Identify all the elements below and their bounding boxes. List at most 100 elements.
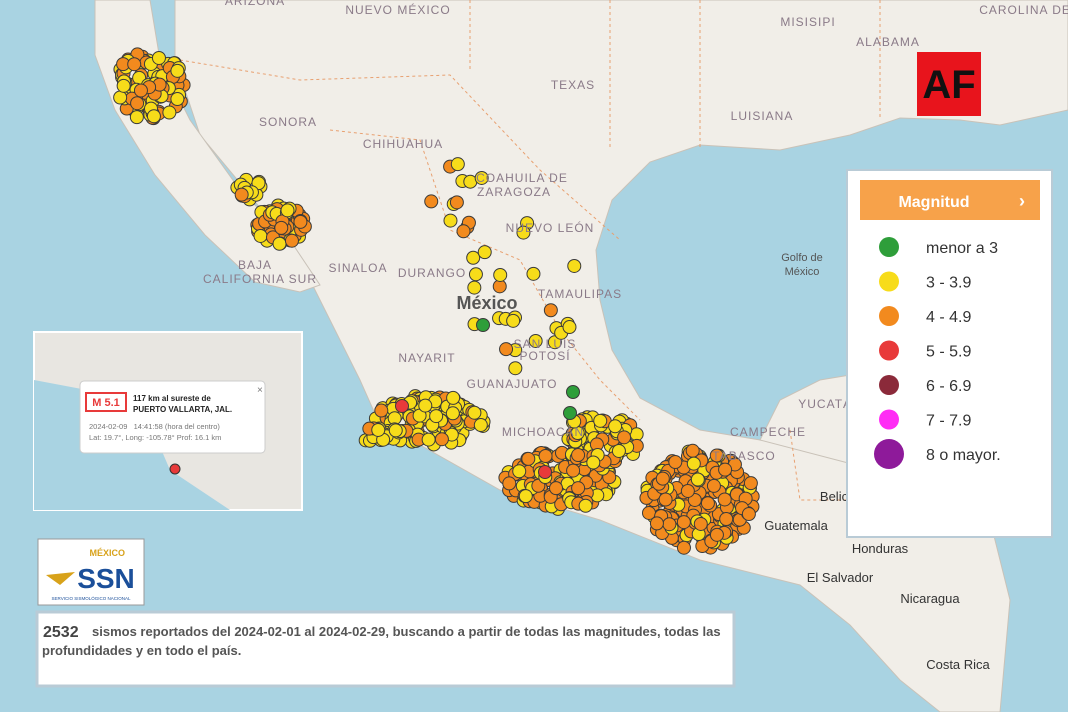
popup-magnitude: M 5.1 [92, 397, 120, 409]
earthquake-marker[interactable] [700, 496, 715, 511]
earthquake-marker[interactable] [593, 413, 608, 428]
earthquake-marker[interactable] [586, 455, 601, 470]
earthquake-marker[interactable] [741, 507, 756, 522]
earthquake-marker[interactable] [649, 516, 664, 531]
earthquake-marker[interactable] [477, 245, 492, 260]
earthquake-marker[interactable] [508, 361, 523, 376]
state-label: YUCATÁN [798, 396, 861, 411]
earthquake-marker[interactable] [680, 483, 695, 498]
earthquake-marker[interactable] [499, 342, 514, 357]
earthquake-marker[interactable] [443, 213, 458, 228]
earthquake-marker[interactable] [718, 462, 733, 477]
earthquake-marker[interactable] [421, 432, 436, 447]
earthquake-marker[interactable] [170, 63, 185, 78]
legend-label: 3 - 3.9 [926, 275, 971, 292]
earthquake-marker[interactable] [467, 405, 482, 420]
earthquake-marker[interactable] [693, 516, 708, 531]
earthquake-marker[interactable] [706, 478, 721, 493]
earthquake-marker[interactable] [445, 406, 460, 421]
earthquake-marker[interactable] [151, 50, 166, 65]
earthquake-marker[interactable] [424, 194, 439, 209]
earthquake-marker[interactable] [518, 489, 533, 504]
earthquake-marker[interactable] [538, 448, 553, 463]
earthquake-marker[interactable] [446, 390, 461, 405]
earthquake-marker[interactable] [473, 418, 488, 433]
earthquake-marker[interactable] [512, 464, 527, 479]
earthquake-marker[interactable] [719, 511, 734, 526]
earthquake-marker[interactable] [274, 220, 289, 235]
earthquake-marker[interactable] [690, 472, 705, 487]
earthquake-marker[interactable] [608, 419, 623, 434]
earthquake-marker[interactable] [658, 492, 673, 507]
earthquake-marker[interactable] [280, 203, 295, 218]
earthquake-marker[interactable] [662, 517, 677, 532]
earthquake-marker[interactable] [466, 250, 481, 265]
earthquake-marker[interactable] [395, 399, 409, 413]
earthquake-marker[interactable] [450, 157, 465, 172]
earthquake-marker[interactable] [543, 303, 558, 318]
earthquake-marker[interactable] [374, 403, 389, 418]
earthquake-marker[interactable] [566, 385, 580, 399]
earthquake-marker[interactable] [449, 195, 464, 210]
earthquake-marker[interactable] [133, 83, 148, 98]
earthquake-marker[interactable] [502, 476, 517, 491]
earthquake-marker[interactable] [655, 471, 670, 486]
earthquake-marker[interactable] [549, 481, 564, 496]
earthquake-marker[interactable] [169, 463, 181, 475]
popup-close[interactable]: × [257, 385, 263, 396]
earthquake-marker[interactable] [709, 527, 724, 542]
earthquake-marker[interactable] [474, 170, 489, 185]
earthquake-marker[interactable] [371, 422, 386, 437]
earthquake-marker[interactable] [162, 105, 177, 120]
earthquake-marker[interactable] [516, 225, 531, 240]
earthquake-marker[interactable] [611, 443, 626, 458]
earthquake-marker[interactable] [521, 451, 536, 466]
earthquake-marker[interactable] [493, 267, 508, 282]
earthquake-marker[interactable] [129, 110, 144, 125]
earthquake-marker[interactable] [418, 398, 433, 413]
earthquake-marker[interactable] [434, 432, 449, 447]
earthquake-marker[interactable] [686, 456, 701, 471]
earthquake-marker[interactable] [113, 90, 128, 105]
earthquake-marker[interactable] [538, 465, 552, 479]
earthquake-marker[interactable] [429, 409, 444, 424]
earthquake-marker[interactable] [567, 258, 582, 273]
earthquake-marker[interactable] [562, 320, 577, 335]
earthquake-marker[interactable] [253, 228, 268, 243]
earthquake-marker[interactable] [709, 448, 724, 463]
earthquake-marker[interactable] [528, 333, 543, 348]
earthquake-marker[interactable] [571, 481, 586, 496]
earthquake-marker[interactable] [563, 406, 577, 420]
earthquake-marker[interactable] [293, 214, 308, 229]
earthquake-marker[interactable] [146, 109, 161, 124]
legend-title: Magnitud [898, 194, 969, 211]
earthquake-marker[interactable] [526, 266, 541, 281]
earthquake-marker[interactable] [127, 57, 142, 72]
legend-swatch [879, 306, 899, 326]
earthquake-marker[interactable] [476, 318, 490, 332]
legend-arrow[interactable]: › [1019, 191, 1025, 211]
earthquake-marker[interactable] [668, 455, 683, 470]
earthquake-marker[interactable] [388, 423, 403, 438]
earthquake-marker[interactable] [676, 515, 691, 530]
earthquake-marker[interactable] [284, 233, 299, 248]
earthquake-marker[interactable] [170, 92, 185, 107]
earthquake-marker[interactable] [571, 448, 586, 463]
earthquake-marker[interactable] [743, 476, 758, 491]
earthquake-marker[interactable] [617, 430, 632, 445]
earthquake-marker[interactable] [467, 280, 482, 295]
earthquake-marker[interactable] [676, 540, 691, 555]
earthquake-marker[interactable] [506, 313, 521, 328]
earthquake-marker[interactable] [272, 236, 287, 251]
earthquake-marker[interactable] [234, 187, 249, 202]
earthquake-marker[interactable] [717, 492, 732, 507]
earthquake-marker[interactable] [685, 443, 700, 458]
state-label: NUEVO LEÓN [506, 220, 595, 235]
earthquake-marker[interactable] [130, 96, 145, 111]
earthquake-marker[interactable] [456, 224, 471, 239]
earthquake-marker[interactable] [578, 498, 593, 513]
earthquake-marker[interactable] [116, 78, 131, 93]
earthquake-marker[interactable] [566, 463, 581, 478]
earthquake-marker[interactable] [468, 267, 483, 282]
